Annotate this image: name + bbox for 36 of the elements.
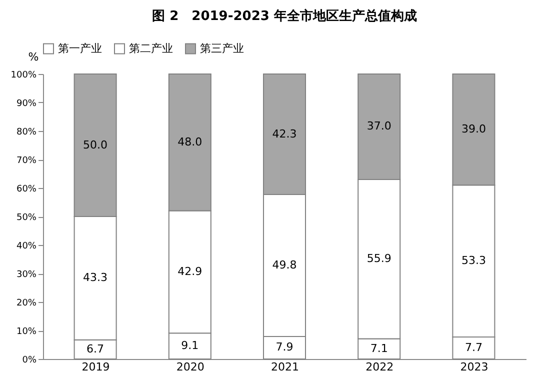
y-tick-label: 70% bbox=[16, 156, 37, 166]
y-tick-label: 100% bbox=[10, 70, 37, 80]
data-label: 37.0 bbox=[366, 120, 392, 133]
data-label: 53.3 bbox=[461, 254, 486, 268]
y-tick-label: 50% bbox=[16, 213, 37, 223]
y-tick-label: 20% bbox=[16, 298, 37, 308]
data-label: 42.9 bbox=[178, 264, 202, 278]
data-label: 42.3 bbox=[272, 127, 297, 140]
data-label: 9.1 bbox=[181, 339, 199, 352]
legend-label: 第二产业 bbox=[129, 42, 173, 55]
y-tick-label: 40% bbox=[16, 242, 37, 252]
data-label: 39.0 bbox=[461, 122, 486, 136]
data-label: 7.9 bbox=[276, 340, 294, 354]
x-tick-label: 2019 bbox=[82, 360, 110, 374]
y-tick-label: 30% bbox=[16, 270, 37, 280]
y-tick-label: 0% bbox=[22, 356, 37, 366]
data-label: 48.0 bbox=[178, 135, 202, 148]
data-label: 49.8 bbox=[272, 258, 297, 272]
x-tick-label: 2022 bbox=[366, 360, 394, 374]
y-axis-title: % bbox=[28, 50, 39, 64]
data-label: 55.9 bbox=[366, 252, 392, 266]
y-tick-label: 80% bbox=[16, 128, 37, 138]
x-tick-label: 2020 bbox=[176, 360, 204, 374]
legend-label: 第一产业 bbox=[58, 42, 102, 55]
y-tick-label: 90% bbox=[16, 99, 37, 109]
x-tick-label: 2021 bbox=[271, 360, 299, 374]
chart-title: 图 2 2019-2023 年全市地区生产总值构成 bbox=[152, 8, 417, 24]
y-tick-label: 60% bbox=[16, 184, 37, 194]
legend-label: 第三产业 bbox=[200, 42, 244, 55]
y-tick-label: 10% bbox=[16, 327, 37, 337]
x-tick-label: 2023 bbox=[460, 360, 488, 374]
data-label: 7.1 bbox=[370, 342, 388, 355]
data-label: 6.7 bbox=[86, 342, 104, 356]
data-label: 50.0 bbox=[83, 138, 108, 152]
data-label: 43.3 bbox=[83, 271, 108, 284]
data-label: 7.7 bbox=[464, 341, 482, 354]
